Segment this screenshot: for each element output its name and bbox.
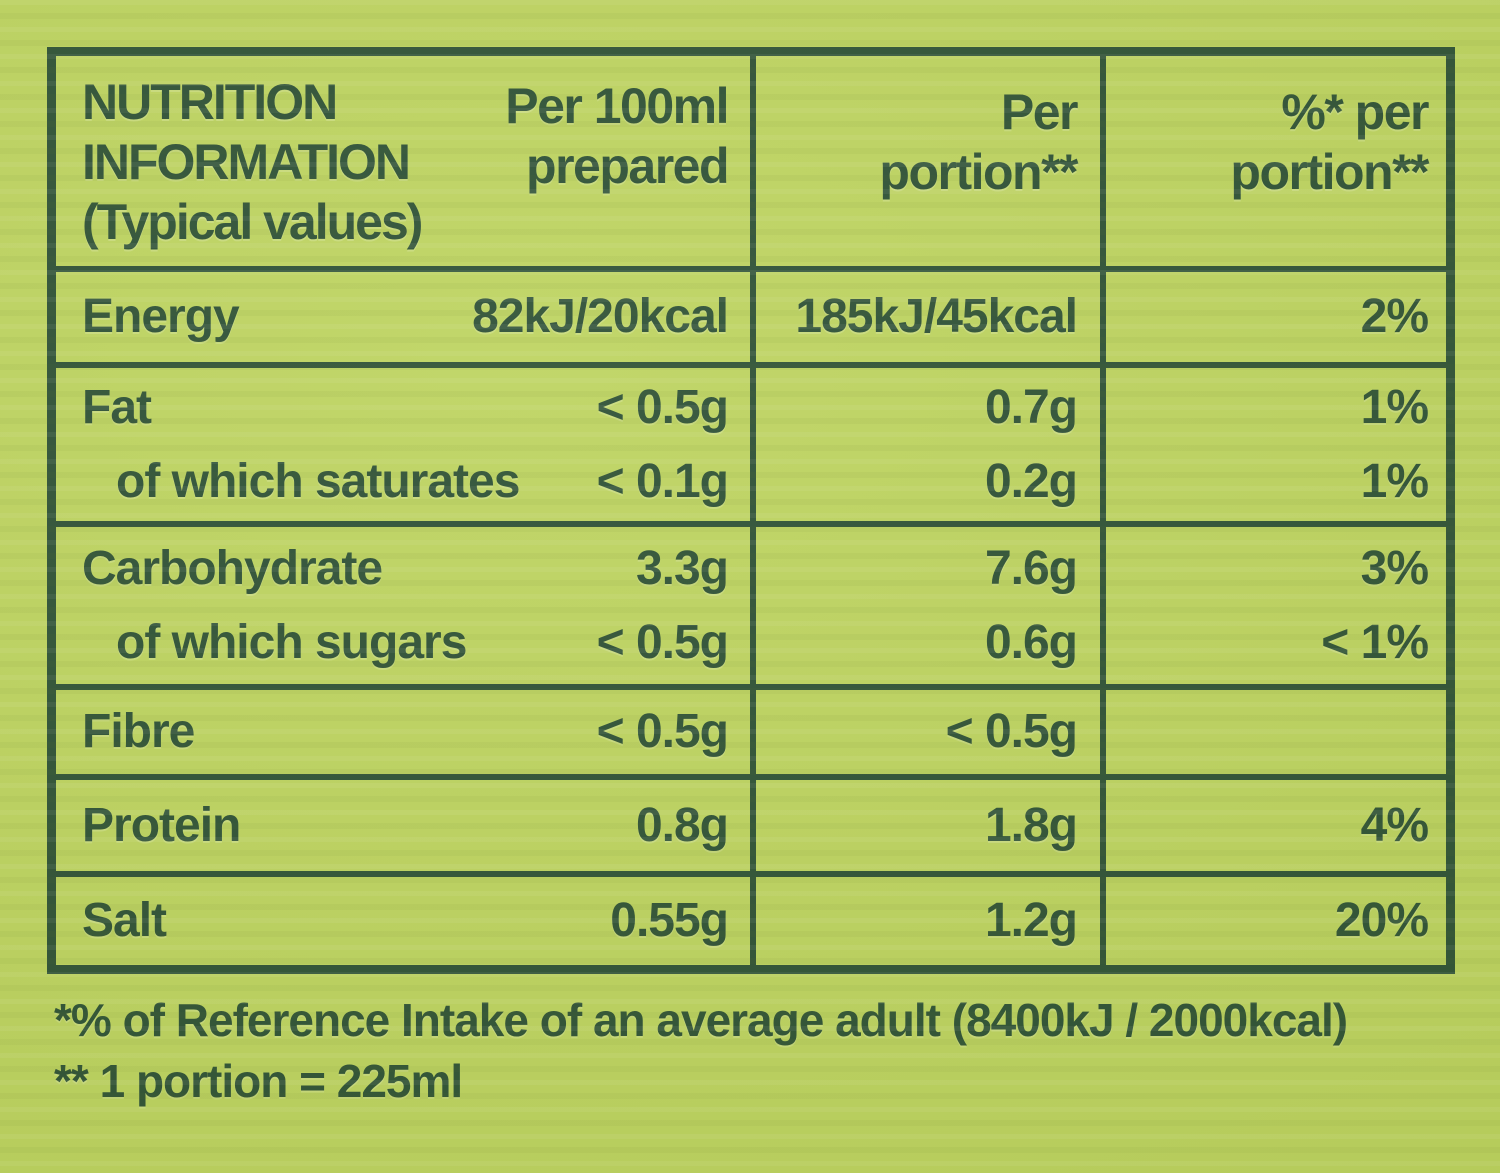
header-cell-per-portion: Per portion**: [750, 56, 1100, 266]
carbohydrate-label: Carbohydrate: [82, 541, 383, 595]
table-title: NUTRITION INFORMATION (Typical values): [82, 74, 423, 250]
protein-per-portion-cell: 1.8g: [750, 780, 1100, 871]
sugars-per-100ml-value: < 0.5g: [596, 615, 729, 669]
energy-per-portion-value: 185kJ/45kcal: [795, 290, 1078, 343]
footnote-reference-intake: *% of Reference Intake of an average adu…: [54, 994, 1348, 1046]
salt-label-cell: Salt 0.55g: [56, 877, 750, 965]
protein-label: Protein: [82, 798, 241, 852]
footnotes: *% of Reference Intake of an average adu…: [54, 990, 1454, 1112]
header-cell-percent-portion: %* per portion**: [1100, 56, 1446, 266]
fat-percent-value: 1%: [1360, 380, 1429, 434]
fibre-per-portion-cell: < 0.5g: [750, 690, 1100, 774]
protein-per-portion-value: 1.8g: [984, 798, 1078, 852]
table-row-salt: Salt 0.55g 1.2g 20%: [56, 871, 1446, 965]
fibre-percent-cell: [1100, 690, 1446, 774]
column-header-per-100ml: Per 100ml prepared: [505, 78, 729, 194]
protein-percent-value: 4%: [1360, 798, 1429, 852]
table-row-fibre: Fibre < 0.5g < 0.5g: [56, 684, 1446, 774]
energy-per-100ml-value: 82kJ/20kcal: [472, 290, 729, 343]
fat-per-portion-cell: 0.7g 0.2g: [750, 368, 1100, 521]
sugars-label: of which sugars: [116, 615, 467, 669]
fat-per-portion-value: 0.7g: [984, 380, 1078, 434]
protein-label-cell: Protein 0.8g: [56, 780, 750, 871]
carbohydrate-per-portion-cell: 7.6g 0.6g: [750, 527, 1100, 684]
energy-label: Energy: [82, 290, 240, 343]
energy-label-cell: Energy 82kJ/20kcal: [56, 272, 750, 362]
salt-label: Salt: [82, 894, 167, 947]
table-row-protein: Protein 0.8g 1.8g 4%: [56, 774, 1446, 871]
sugars-per-portion-value: 0.6g: [984, 615, 1078, 669]
energy-per-portion-cell: 185kJ/45kcal: [750, 272, 1100, 362]
carbohydrate-percent-cell: 3% < 1%: [1100, 527, 1446, 684]
saturates-per-100ml-value: < 0.1g: [596, 454, 729, 508]
table-row-energy: Energy 82kJ/20kcal 185kJ/45kcal 2%: [56, 266, 1446, 362]
table-row-carbohydrate: Carbohydrate 3.3g of which sugars < 0.5g…: [56, 521, 1446, 684]
fibre-label-cell: Fibre < 0.5g: [56, 690, 750, 774]
fibre-per-100ml-value: < 0.5g: [596, 705, 729, 758]
footnote-portion-definition: ** 1 portion = 225ml: [54, 1055, 463, 1107]
table-header-row: NUTRITION INFORMATION (Typical values) P…: [56, 56, 1446, 266]
salt-percent-cell: 20%: [1100, 877, 1446, 965]
fibre-per-portion-value: < 0.5g: [945, 705, 1078, 758]
energy-percent-value: 2%: [1360, 290, 1429, 343]
nutrition-table: NUTRITION INFORMATION (Typical values) P…: [47, 47, 1455, 974]
carbohydrate-per-100ml-value: 3.3g: [635, 541, 729, 595]
salt-percent-value: 20%: [1334, 894, 1429, 947]
table-row-fat: Fat < 0.5g of which saturates < 0.1g 0.7…: [56, 362, 1446, 521]
carbohydrate-percent-value: 3%: [1360, 541, 1429, 595]
saturates-percent-value: 1%: [1360, 454, 1429, 508]
saturates-per-portion-value: 0.2g: [984, 454, 1078, 508]
header-cell-title: NUTRITION INFORMATION (Typical values) P…: [56, 56, 750, 266]
column-header-percent-per-portion: %* per portion**: [1230, 84, 1429, 200]
salt-per-portion-value: 1.2g: [984, 894, 1078, 947]
carbohydrate-label-cell: Carbohydrate 3.3g of which sugars < 0.5g: [56, 527, 750, 684]
column-header-per-portion: Per portion**: [879, 84, 1078, 200]
carbohydrate-per-portion-value: 7.6g: [984, 541, 1078, 595]
fat-percent-cell: 1% 1%: [1100, 368, 1446, 521]
fat-per-100ml-value: < 0.5g: [596, 380, 729, 434]
fat-label-cell: Fat < 0.5g of which saturates < 0.1g: [56, 368, 750, 521]
sugars-percent-value: < 1%: [1321, 615, 1429, 669]
energy-percent-cell: 2%: [1100, 272, 1446, 362]
protein-percent-cell: 4%: [1100, 780, 1446, 871]
fibre-label: Fibre: [82, 705, 195, 758]
protein-per-100ml-value: 0.8g: [635, 798, 729, 852]
salt-per-portion-cell: 1.2g: [750, 877, 1100, 965]
fat-label: Fat: [82, 380, 152, 434]
salt-per-100ml-value: 0.55g: [610, 894, 729, 947]
saturates-label: of which saturates: [116, 454, 520, 508]
